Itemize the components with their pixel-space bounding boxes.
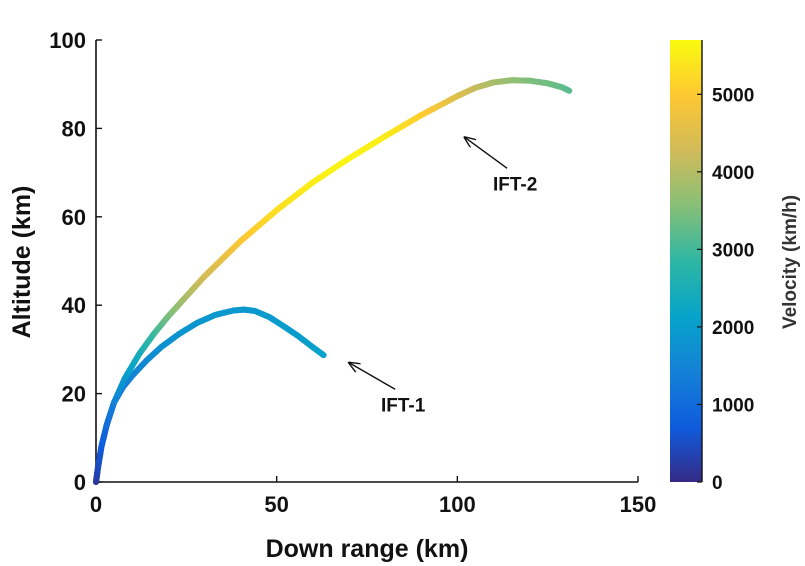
- y-tick-label: 20: [62, 382, 86, 407]
- colorbar-title: Velocity (km/h): [780, 195, 801, 329]
- colorbar: 0 1000 2000 3000 4000 5000: [670, 40, 754, 494]
- y-tick-label: 0: [74, 470, 86, 495]
- x-tick-label: 150: [620, 492, 657, 517]
- y-tick-label: 40: [62, 293, 86, 318]
- series-1-trajectory: [93, 306, 327, 485]
- x-tick-label: 50: [264, 492, 288, 517]
- colorbar-tick-label: 1000: [712, 395, 754, 416]
- y-tick-label: 60: [62, 205, 86, 230]
- trajectory-segment: [318, 350, 327, 359]
- annotation-arrow: [349, 363, 396, 390]
- series-2-trajectory: [93, 77, 573, 485]
- trajectory-segment: [565, 87, 573, 94]
- annotation-label: IFT-2: [493, 174, 537, 195]
- y-tick-label: 80: [62, 116, 86, 141]
- plot-axes: 0 50 100 150 0 20 40 60 80 100: [49, 28, 656, 517]
- annotation-label: IFT-1: [381, 395, 426, 416]
- x-axis-title: Down range (km): [266, 535, 469, 563]
- colorbar-tick-label: 3000: [712, 240, 754, 261]
- colorbar-tick-label: 4000: [712, 163, 754, 184]
- colorbar-gradient: [670, 40, 702, 482]
- colorbar-tick-label: 0: [712, 473, 723, 494]
- series-layer: [93, 77, 573, 485]
- annotation-arrow: [465, 137, 508, 169]
- annotation-layer: IFT-2 IFT-1: [349, 137, 537, 416]
- colorbar-tick-label: 5000: [712, 85, 754, 106]
- x-tick-label: 100: [439, 492, 476, 517]
- y-tick-label: 100: [49, 28, 86, 53]
- colorbar-tick-label: 2000: [712, 318, 754, 339]
- y-axis-title: Altitude (km): [8, 186, 36, 339]
- x-tick-label: 0: [90, 492, 102, 517]
